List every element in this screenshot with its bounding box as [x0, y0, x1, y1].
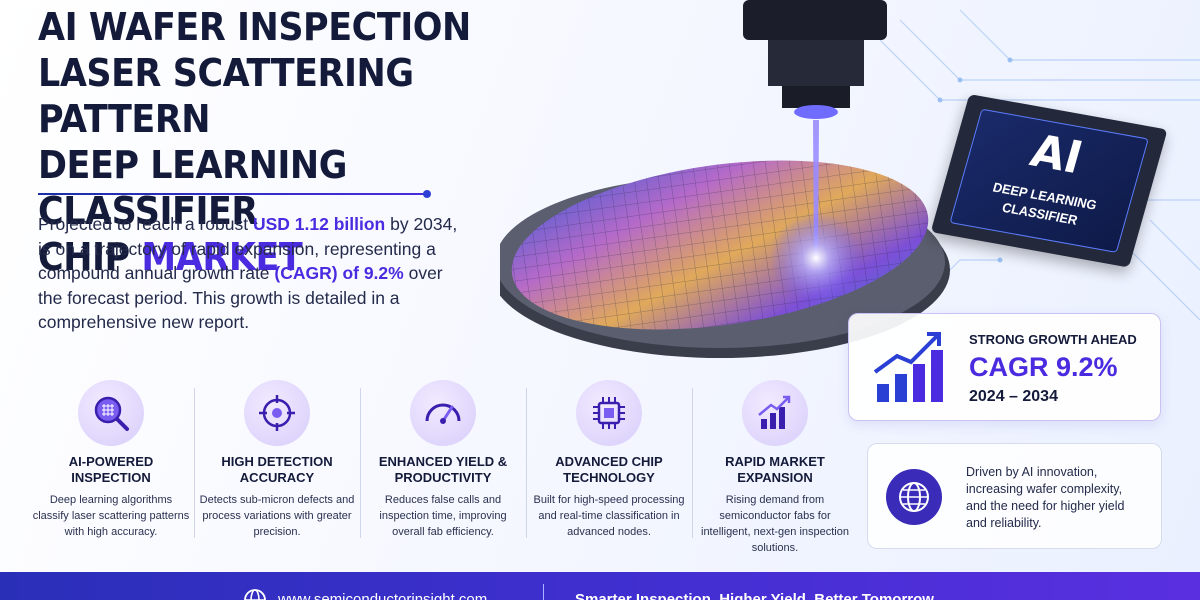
title-line-3: DEEP LEARNING CLASSIFIER [38, 143, 347, 233]
feature-row: AI-POWERED INSPECTION Deep learning algo… [28, 380, 858, 554]
laser-spot [770, 212, 862, 304]
feature-desc: Built for high-speed processing and real… [533, 494, 685, 538]
footer-separator [543, 584, 544, 600]
title-line-4: CHIP MARKET [38, 234, 553, 280]
feature-ai-powered-inspection: AI-POWERED INSPECTION Deep learning algo… [28, 380, 194, 550]
intro-text-1: Projected to reach a robust [38, 214, 253, 234]
title-line-1: AI WAFER INSPECTION [38, 5, 471, 49]
feature-desc: Rising demand from semiconductor fabs fo… [701, 494, 849, 554]
feature-desc: Detects sub-micron defects and process v… [199, 494, 355, 538]
growth-label: STRONG GROWTH AHEAD [969, 332, 1137, 347]
intro-text-2: by [385, 214, 414, 234]
title-line-4-accent: MARKET [141, 235, 303, 279]
feature-desc: Deep learning algorithms classify laser … [32, 494, 190, 538]
intro-paragraph: Projected to reach a robust USD 1.12 bil… [38, 212, 468, 335]
feature-title: AI-POWERED INSPECTION [68, 454, 154, 485]
feature-rapid-market-expansion: RAPID MARKET EXPANSION Rising demand fro… [692, 380, 858, 554]
footer-tagline: Smarter Inspection. Higher Yield. Better… [575, 591, 938, 600]
title-line-4-plain: CHIP [38, 235, 142, 279]
growth-chart-icon [873, 332, 943, 402]
globe-icon [886, 469, 942, 525]
growth-years: 2024 – 2034 [969, 388, 1058, 405]
feature-high-detection-accuracy: HIGH DETECTION ACCURACY Detects sub-micr… [194, 380, 360, 550]
intro-text-4: over the forecast period. This growth is… [38, 263, 443, 332]
page-title: AI WAFER INSPECTION LASER SCATTERING PAT… [38, 4, 553, 280]
growth-cagr: CAGR 9.2% [969, 352, 1118, 382]
feature-advanced-chip-technology: ADVANCED CHIP TECHNOLOGY Built for high-… [526, 380, 692, 550]
driver-card: Driven by AI innovation, increasing wafe… [867, 443, 1162, 549]
footer-bar: www.semiconductorinsight.com Smarter Ins… [0, 572, 1200, 600]
magnifier-grid-icon [78, 380, 144, 446]
feature-desc: Reduces false calls and inspection time,… [379, 494, 507, 538]
title-rule [38, 193, 428, 195]
title-line-2: LASER SCATTERING PATTERN [38, 51, 414, 141]
intro-value: USD 1.12 billion [252, 214, 386, 234]
intro-year: 2034 [413, 214, 453, 234]
growth-card: STRONG GROWTH AHEAD CAGR 9.2% 2024 – 203… [848, 313, 1161, 421]
crosshair-icon [244, 380, 310, 446]
feature-title: HIGH DETECTION ACCURACY [221, 454, 333, 485]
feature-title: RAPID MARKET EXPANSION [725, 454, 825, 485]
feature-title: ENHANCED YIELD & PRODUCTIVITY [378, 454, 508, 485]
bar-growth-icon [742, 380, 808, 446]
wafer-illustration [500, 0, 950, 358]
title-rule-dot [423, 190, 431, 198]
intro-cagr: (CAGR) of 9.2% [274, 263, 404, 283]
feature-title: ADVANCED CHIP TECHNOLOGY [555, 454, 663, 485]
footer-globe-icon [244, 589, 266, 600]
footer-url-link[interactable]: www.semiconductorinsight.com [278, 591, 488, 600]
feature-enhanced-yield: ENHANCED YIELD & PRODUCTIVITY Reduces fa… [360, 380, 526, 550]
intro-text-3: , is on a trajectory of rapid expansion,… [38, 214, 458, 283]
driver-text: Driven by AI innovation, increasing wafe… [966, 465, 1125, 530]
gauge-icon [410, 380, 476, 446]
chip-icon [576, 380, 642, 446]
laser-head [743, 0, 887, 40]
